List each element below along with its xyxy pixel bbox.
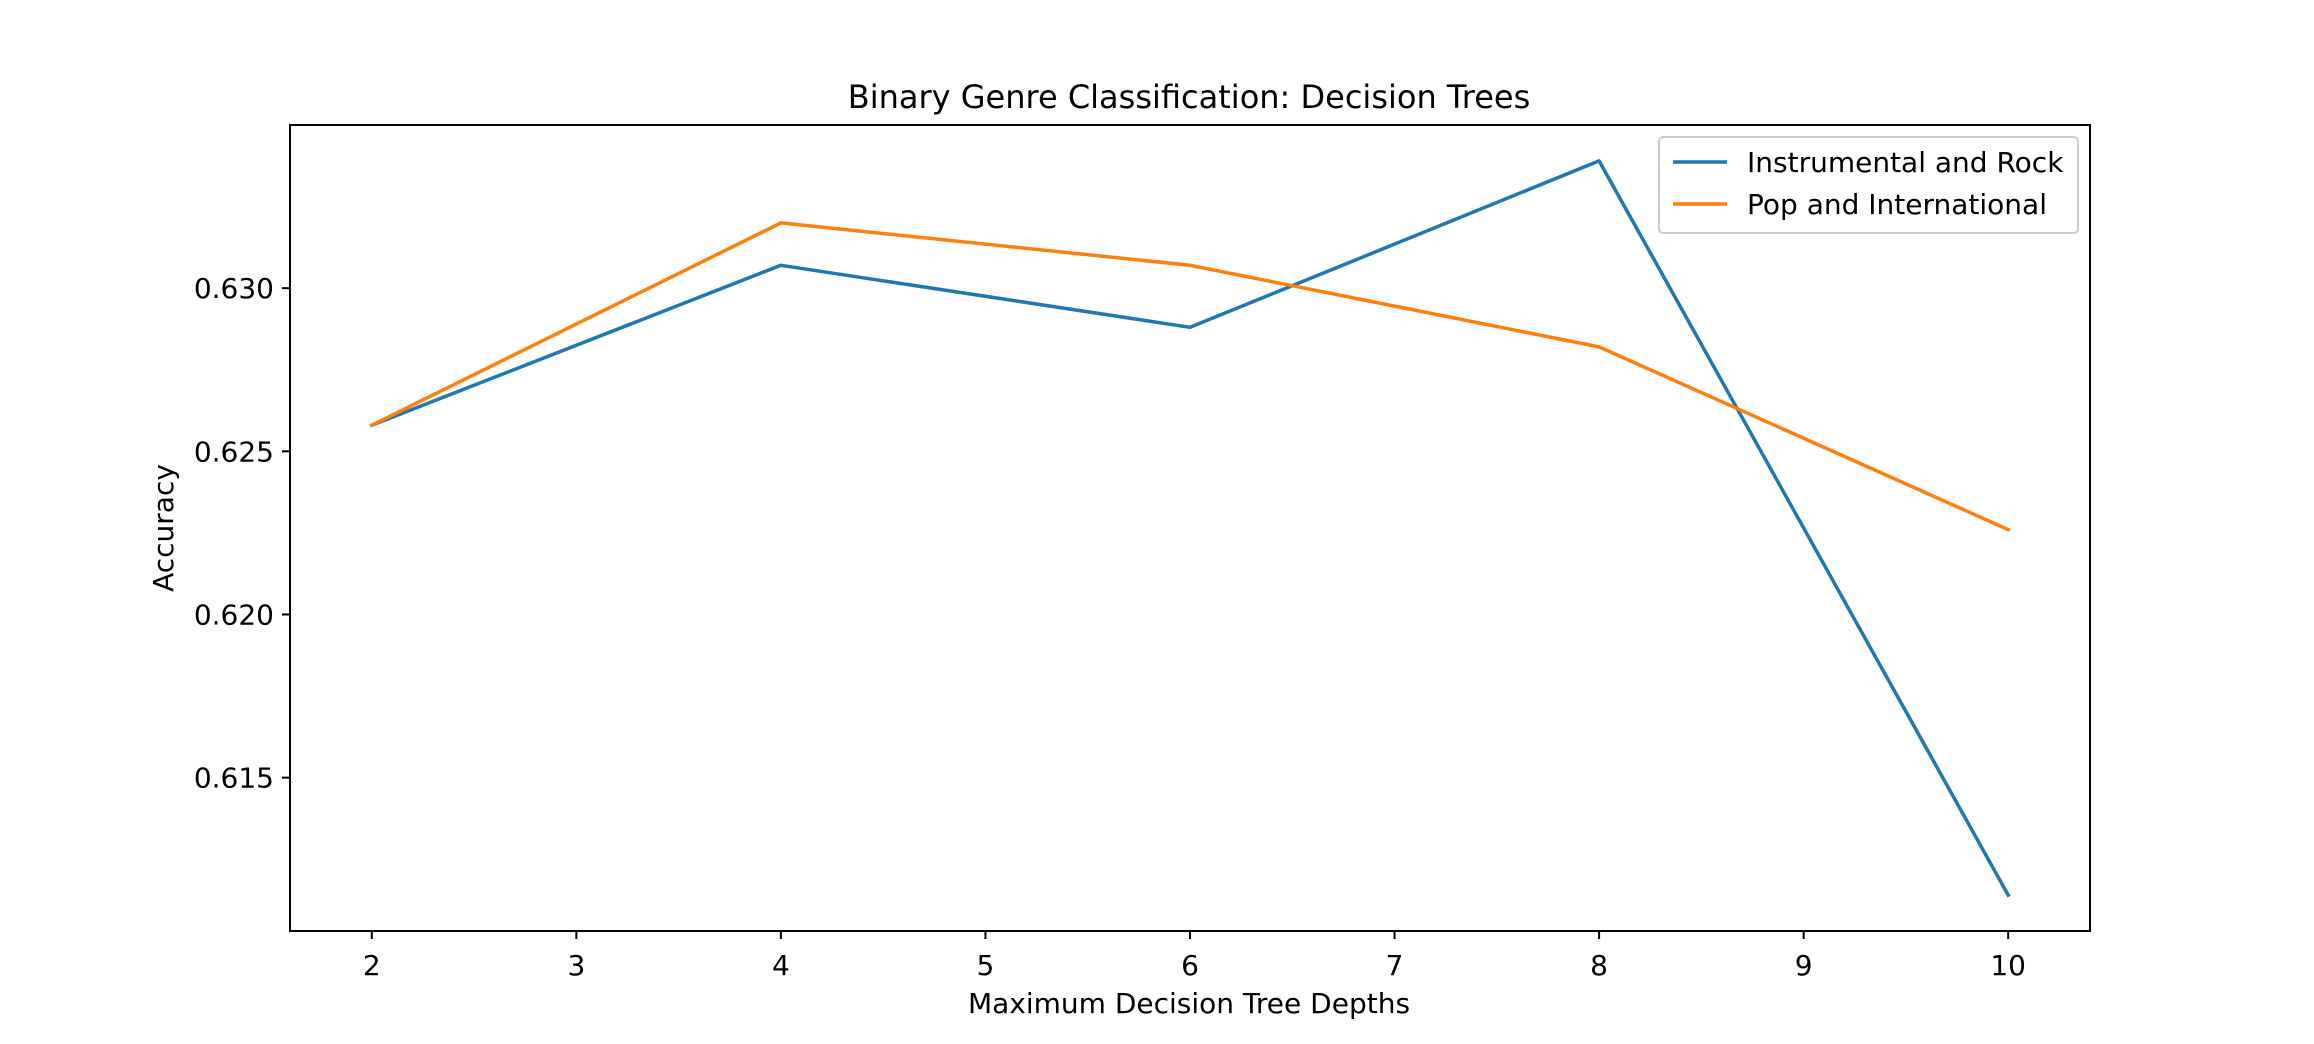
x-tick-label-4: 4 [772, 949, 790, 982]
y-tick-label-0.620: 0.620 [194, 598, 274, 631]
x-axis-label: Maximum Decision Tree Depths [968, 987, 1410, 1020]
y-tick-label-0.625: 0.625 [194, 435, 274, 468]
x-axis-ticks: 2 3 4 5 6 7 8 9 10 [363, 931, 2026, 982]
y-tick-label-0.630: 0.630 [194, 272, 274, 305]
x-tick-label-10: 10 [1990, 949, 2026, 982]
legend-label-pop-and-international: Pop and International [1747, 188, 2047, 221]
y-axis-ticks: 0.615 0.620 0.625 0.630 [194, 272, 290, 795]
legend-label-instrumental-and-rock: Instrumental and Rock [1747, 146, 2064, 179]
x-tick-label-3: 3 [567, 949, 585, 982]
series-line-pop-and-international [369, 221, 2011, 532]
legend: Instrumental and Rock Pop and Internatio… [1658, 136, 2079, 234]
chart-title: Binary Genre Classification: Decision Tr… [848, 78, 1531, 116]
x-tick-label-9: 9 [1795, 949, 1813, 982]
series-line-instrumental-and-rock [369, 159, 2011, 898]
plot-area-frame [289, 124, 2091, 932]
x-tick-label-8: 8 [1590, 949, 1608, 982]
y-axis-label: Accuracy [147, 464, 180, 592]
x-tick-label-6: 6 [1181, 949, 1199, 982]
x-tick-label-5: 5 [977, 949, 995, 982]
legend-box [1658, 136, 2079, 234]
series-layer [369, 159, 2011, 898]
y-tick-label-0.615: 0.615 [194, 762, 274, 795]
x-tick-label-7: 7 [1386, 949, 1404, 982]
x-tick-label-2: 2 [363, 949, 381, 982]
